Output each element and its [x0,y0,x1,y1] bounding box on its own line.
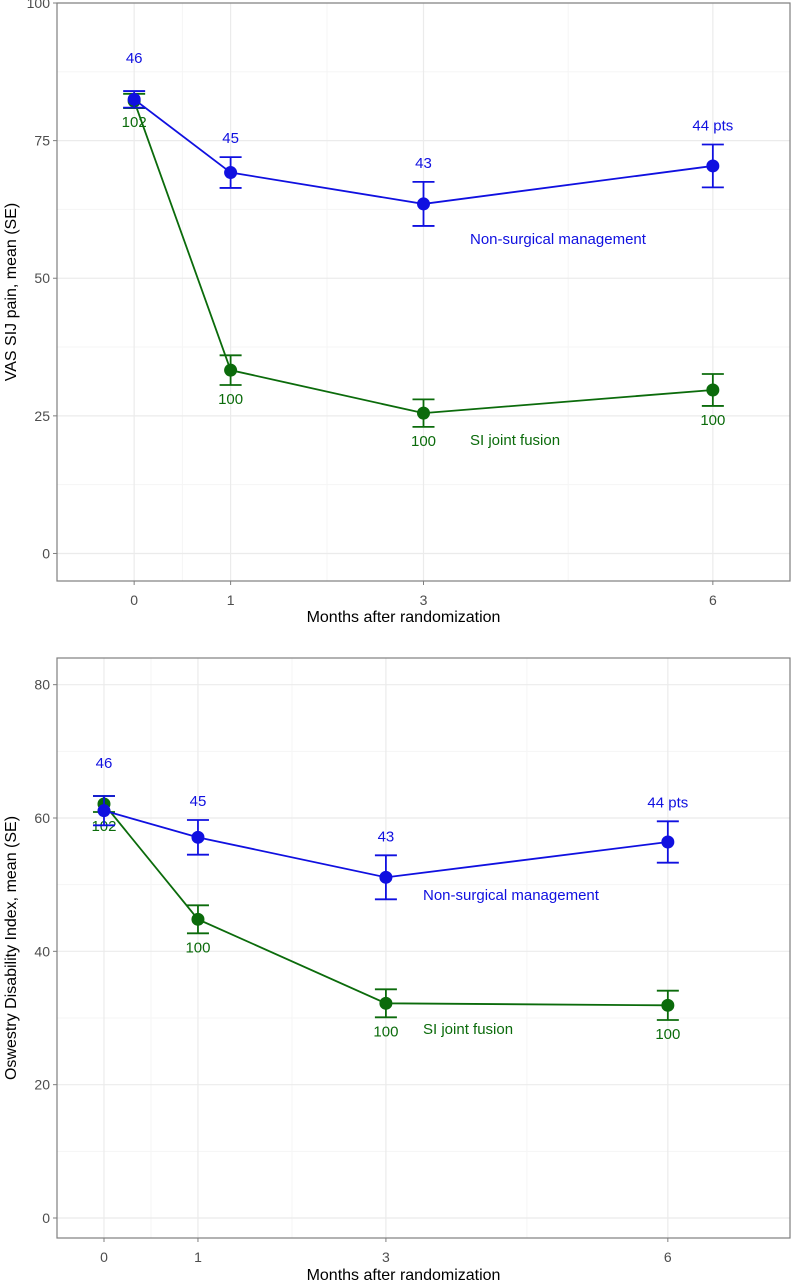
data-point-nonsurgical [706,159,720,173]
data-point-fusion [417,406,430,420]
y-tick-label: 75 [34,133,50,149]
series-line-fusion [103,803,668,1007]
x-tick-label: 0 [100,1249,108,1265]
n-label: 44 pts [647,794,688,811]
y-tick-label: 60 [34,810,50,826]
n-label: 43 [378,828,395,845]
data-point-nonsurgical [661,835,675,849]
y-tick-label: 40 [34,943,50,959]
y-tick-label: 20 [34,1077,50,1093]
n-label: 45 [190,793,207,810]
odi-chart: 0 20 40 60 80 0 1 3 6 Oswestry Disability Index, … [0,648,793,1280]
data-point-nonsurgical [127,92,141,106]
series-label-nonsurgical: Non-surgical management [423,887,600,904]
n-label: 100 [218,391,243,408]
n-label: 44 pts [692,117,733,134]
series-line-nonsurgical [133,98,713,205]
y-tick-label: 80 [34,677,50,693]
data-point-fusion [706,383,720,397]
data-point-nonsurgical [97,804,111,818]
series-nonsurgical: 46 45 43 44 pts Non-surgical management [92,755,688,904]
series-label-fusion: SI joint fusion [470,432,560,449]
series-label-nonsurgical: Non-surgical management [470,231,647,248]
y-tick-label: 0 [42,545,50,561]
series-nonsurgical: 46 45 43 44 pts Non-surgical management [123,50,733,248]
y-axis-title: VAS SIJ pain, mean (SE) [3,203,20,381]
y-tick-label: 100 [27,0,51,11]
n-label: 45 [222,130,239,147]
odi-plot: 0 20 40 60 80 0 1 3 6 Oswestry Disability Index, … [3,657,791,1280]
n-label: 100 [373,1023,398,1040]
x-axis-title: Months after randomization [307,1267,501,1280]
n-label: 100 [700,412,725,429]
data-point-fusion [224,363,238,377]
x-tick-label: 1 [227,592,235,608]
x-tick-label: 3 [420,592,428,608]
series-line-fusion [133,100,713,415]
data-point-fusion [379,996,393,1010]
data-point-nonsurgical [417,197,430,211]
data-point-nonsurgical [224,166,238,180]
x-tick-label: 6 [709,592,717,608]
n-label: 46 [126,50,143,67]
y-axis-title: Oswestry Disability Index, mean (SE) [3,816,20,1080]
series-line-nonsurgical [103,809,668,879]
x-axis-title: Months after randomization [307,609,501,626]
n-label: 100 [411,433,436,450]
data-point-fusion [191,912,205,926]
data-point-fusion [661,998,675,1012]
series-fusion: 102 100 100 100 SI joint fusion [122,92,725,450]
series-fusion: 102 100 100 100 SI joint fusion [91,795,680,1043]
x-tick-label: 3 [382,1249,390,1265]
y-tick-label: 25 [34,408,50,424]
n-label: 43 [415,155,432,172]
data-point-nonsurgical [379,870,393,884]
x-tick-label: 0 [130,592,138,608]
n-label: 102 [122,114,147,131]
x-tick-label: 6 [664,1249,672,1265]
series-label-fusion: SI joint fusion [423,1021,513,1038]
n-label: 100 [185,939,210,956]
y-tick-label: 0 [42,1210,50,1226]
data-point-nonsurgical [191,830,205,844]
vas-pain-plot: 0 25 50 75 100 0 1 3 6 VAS SIJ pain, mean (SE) Mon… [3,0,791,626]
n-label: 46 [96,755,113,772]
panel-border [56,657,791,1239]
vas-pain-chart: 0 25 50 75 100 0 1 3 6 VAS SIJ pain, mean (SE) Mon… [0,0,793,636]
n-label: 102 [91,818,116,835]
n-label: 100 [655,1026,680,1043]
x-tick-label: 1 [194,1249,202,1265]
y-tick-label: 50 [34,270,50,286]
